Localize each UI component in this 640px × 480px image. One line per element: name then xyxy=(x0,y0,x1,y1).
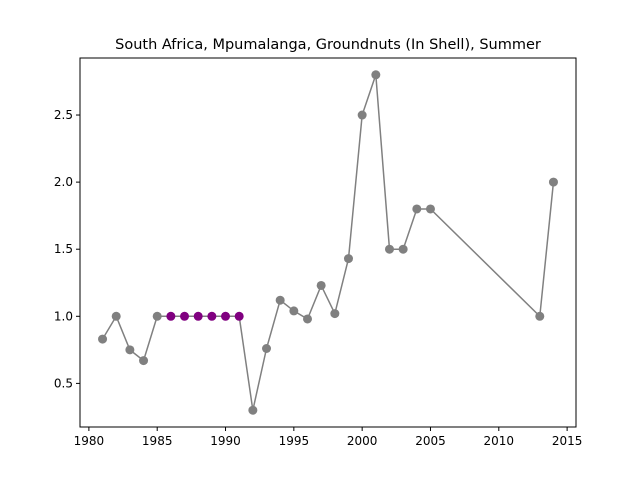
data-point xyxy=(425,204,435,214)
data-point xyxy=(412,204,422,214)
plot-area: 1980 1985 1990 1995 2000 2005 2010 2015 0.5 1.0 1.… xyxy=(54,70,582,448)
data-point xyxy=(357,110,367,120)
axes-frame xyxy=(79,57,577,428)
x-tick-label: 1985 xyxy=(142,434,173,448)
x-tick-label: 2010 xyxy=(484,434,515,448)
y-tick-label: 1.0 xyxy=(54,309,73,323)
chart-title: South Africa, Mpumalanga, Groundnuts (In… xyxy=(115,37,541,53)
data-point xyxy=(111,311,121,321)
data-point xyxy=(343,254,353,264)
data-point xyxy=(139,356,149,366)
data-point xyxy=(275,295,285,305)
y-tick-label: 1.5 xyxy=(54,242,73,256)
data-point xyxy=(262,344,272,354)
data-point xyxy=(330,309,340,319)
series-line xyxy=(101,74,555,411)
y-tick-label: 2.0 xyxy=(54,175,73,189)
data-point xyxy=(166,311,176,321)
x-tick-label: 1990 xyxy=(210,434,241,448)
x-tick-label: 2005 xyxy=(415,434,446,448)
y-tick-label: 2.5 xyxy=(54,108,73,122)
data-point xyxy=(548,177,558,187)
data-point xyxy=(234,311,244,321)
data-point xyxy=(193,311,203,321)
data-point xyxy=(207,311,217,321)
data-point xyxy=(152,311,162,321)
data-point xyxy=(180,311,190,321)
data-point xyxy=(371,70,381,80)
x-tick-label: 1980 xyxy=(74,434,105,448)
y-tick-label: 0.5 xyxy=(54,376,73,390)
x-tick-label: 2000 xyxy=(347,434,378,448)
data-point xyxy=(316,280,326,290)
data-point xyxy=(125,345,135,355)
x-tick-label: 2015 xyxy=(552,434,583,448)
data-point xyxy=(384,244,394,254)
data-point xyxy=(535,311,545,321)
data-point xyxy=(289,306,299,316)
data-point xyxy=(398,244,408,254)
data-point xyxy=(248,405,258,415)
data-point xyxy=(221,311,231,321)
data-point xyxy=(98,334,108,344)
x-tick-label: 1995 xyxy=(279,434,310,448)
data-point xyxy=(303,314,313,324)
